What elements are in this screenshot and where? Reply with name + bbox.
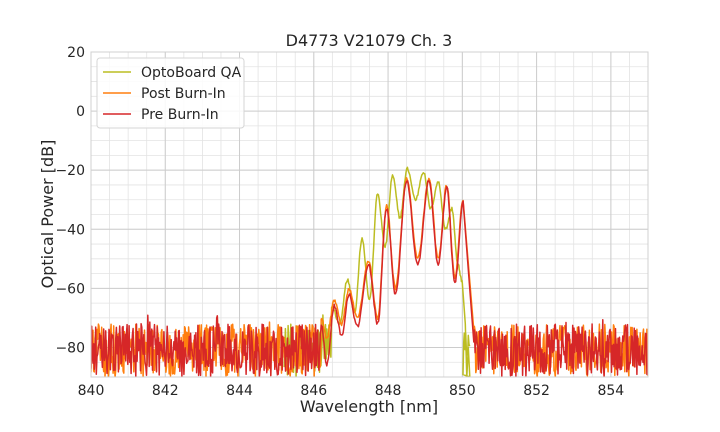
x-tick-label: 852 [523, 383, 550, 399]
x-tick-label: 844 [226, 383, 253, 399]
x-tick-label: 848 [375, 383, 402, 399]
y-axis-label: Optical Power [dB] [38, 140, 57, 289]
legend-label: OptoBoard QA [141, 65, 242, 81]
series-line-pre-burn-in [91, 180, 648, 377]
y-tick-label: −40 [55, 222, 85, 238]
chart-title: D4773 V21079 Ch. 3 [286, 31, 453, 50]
y-tick-label: −20 [55, 163, 85, 179]
y-tick-label: 0 [76, 104, 85, 120]
y-tick-label: −60 [55, 281, 85, 297]
x-tick-label: 842 [152, 383, 179, 399]
x-tick-label: 850 [449, 383, 476, 399]
x-axis-ticks: 840 842 844 846 848 850 852 854 [78, 383, 625, 399]
x-tick-label: 840 [78, 383, 105, 399]
series-layer [91, 166, 648, 377]
y-tick-label: −80 [55, 340, 85, 356]
x-tick-label: 854 [597, 383, 624, 399]
legend: OptoBoard QA Post Burn-In Pre Burn-In [96, 57, 245, 129]
plot-frame [90, 51, 649, 378]
x-axis-label: Wavelength [nm] [300, 397, 438, 416]
legend-label: Post Burn-In [141, 86, 226, 102]
y-tick-label: 20 [67, 45, 85, 61]
legend-box [96, 57, 245, 129]
y-axis-ticks: −80 −60 −40 −20 0 20 [55, 45, 85, 356]
legend-label: Pre Burn-In [141, 107, 219, 123]
x-tick-label: 846 [300, 383, 327, 399]
